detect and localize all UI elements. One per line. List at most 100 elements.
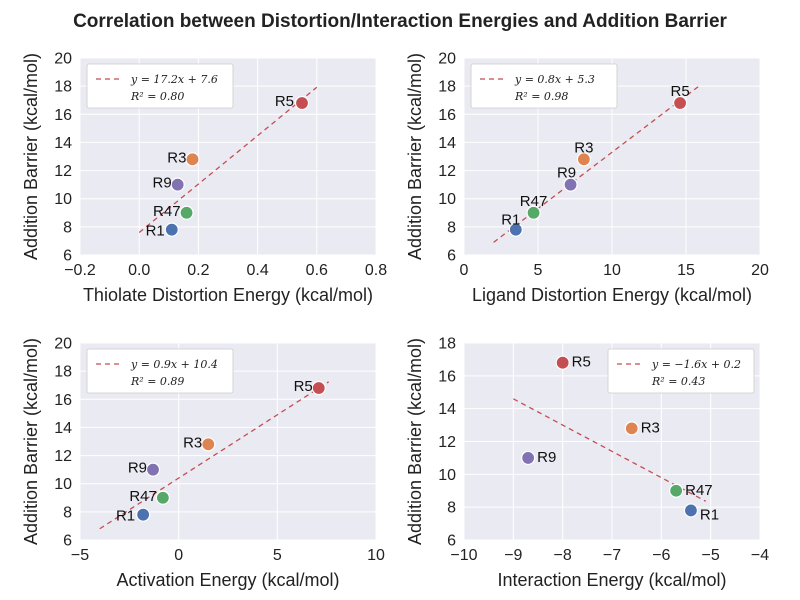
- data-point-r1: [683, 503, 699, 518]
- legend-box: [86, 63, 234, 109]
- y-tick-label: 16: [54, 392, 72, 409]
- legend: y = −1.6x + 0.2 R² = 0.43: [607, 348, 755, 394]
- x-axis-label: Activation Energy (kcal/mol): [116, 570, 339, 590]
- data-point-r47: [526, 205, 541, 220]
- legend-r-squared: R² = 0.89: [130, 375, 184, 388]
- data-point-r3: [576, 152, 591, 167]
- legend-r-squared: R² = 0.80: [130, 90, 184, 103]
- data-point-r9: [521, 450, 536, 466]
- y-tick-label: 20: [54, 51, 72, 68]
- data-point-r1: [164, 222, 179, 237]
- x-tick-label: −5: [702, 547, 720, 564]
- point-label-r47: R47: [685, 482, 713, 499]
- data-point-r1: [136, 507, 151, 522]
- x-tick-label: 5: [273, 547, 282, 564]
- y-tick-label: 12: [54, 448, 72, 465]
- x-tick-label: −5: [71, 547, 89, 564]
- y-tick-label: 16: [438, 368, 456, 385]
- point-label-r3: R3: [641, 419, 660, 436]
- data-point-r47: [155, 490, 170, 505]
- y-tick-label: 20: [54, 336, 72, 353]
- point-label-r47: R47: [129, 488, 157, 505]
- legend: y = 0.8x + 5.3 R² = 0.98: [470, 63, 618, 109]
- data-point-r5: [672, 95, 688, 111]
- x-tick-label: 10: [603, 262, 621, 279]
- x-tick-label: 0.8: [365, 262, 387, 279]
- figure-title: Correlation between Distortion/Interacti…: [73, 11, 727, 32]
- legend-equation: y = −1.6x + 0.2: [651, 358, 741, 371]
- y-tick-label: 10: [54, 476, 72, 493]
- data-point-r1: [508, 222, 523, 237]
- point-label-r5: R5: [275, 93, 294, 110]
- legend-equation: y = 0.9x + 10.4: [130, 358, 218, 371]
- x-tick-label: −7: [603, 547, 621, 564]
- point-label-r3: R3: [167, 149, 186, 166]
- point-label-r5: R5: [572, 354, 591, 371]
- point-label-r1: R1: [501, 212, 520, 229]
- x-tick-label: −6: [652, 547, 670, 564]
- x-tick-label: 15: [677, 262, 695, 279]
- y-tick-label: 18: [54, 364, 72, 381]
- point-label-r5: R5: [670, 83, 689, 100]
- x-tick-label: −8: [554, 547, 572, 564]
- y-tick-label: 6: [447, 248, 456, 265]
- point-label-r9: R9: [128, 460, 147, 477]
- panel-interaction-energy: −10 −9 −8 −7 −6 −5 −4 6 8 10 12 14 16 18 Interaction E…: [405, 336, 769, 591]
- legend-box: [470, 63, 618, 109]
- x-axis-label: Ligand Distortion Energy (kcal/mol): [472, 285, 752, 305]
- x-tick-label: 0.0: [128, 262, 150, 279]
- x-tick-label: 0.2: [187, 262, 209, 279]
- y-tick-label: 18: [54, 79, 72, 96]
- y-tick-label: 6: [63, 248, 72, 265]
- data-point-r9: [563, 177, 578, 192]
- x-tick-label: 10: [367, 547, 385, 564]
- y-tick-label: 10: [438, 191, 456, 208]
- y-tick-label: 14: [438, 135, 456, 152]
- data-point-r9: [145, 462, 161, 477]
- fit-line: [138, 86, 318, 233]
- y-axis-label: Addition Barrier (kcal/mol): [405, 338, 425, 545]
- y-axis-label: Addition Barrier (kcal/mol): [405, 53, 425, 260]
- x-tick-label: 0.6: [306, 262, 328, 279]
- x-tick-label: −0.2: [64, 262, 96, 279]
- y-axis-label: Addition Barrier (kcal/mol): [21, 338, 41, 545]
- y-tick-label: 6: [447, 533, 456, 550]
- y-tick-label: 14: [54, 420, 72, 437]
- y-tick-label: 18: [438, 79, 456, 96]
- y-tick-label: 12: [438, 434, 456, 451]
- x-tick-label: −9: [504, 547, 522, 564]
- point-label-r9: R9: [152, 175, 171, 192]
- data-point-r9: [170, 177, 185, 192]
- y-tick-label: 10: [438, 467, 456, 484]
- x-tick-label: 5: [534, 262, 543, 279]
- data-point-r5: [555, 355, 570, 370]
- legend-box: [86, 348, 234, 394]
- x-tick-label: 0.4: [246, 262, 268, 279]
- fit-line: [99, 381, 329, 530]
- x-tick-label: −10: [450, 547, 477, 564]
- data-point-r3: [201, 437, 216, 452]
- data-point-r3: [185, 152, 200, 167]
- point-label-r9: R9: [537, 449, 556, 466]
- point-label-r47: R47: [153, 203, 181, 220]
- y-axis-label: Addition Barrier (kcal/mol): [21, 53, 41, 260]
- point-label-r47: R47: [520, 193, 548, 210]
- point-label-r1: R1: [146, 223, 165, 240]
- data-point-r3: [624, 421, 639, 436]
- panel-activation-energy: −5 0 5 10 6 8 10 12 14 16 18 20 Activation Energy (k…: [21, 336, 385, 591]
- y-tick-label: 20: [438, 51, 456, 68]
- y-tick-label: 12: [54, 163, 72, 180]
- y-tick-label: 8: [447, 219, 456, 236]
- legend-equation: y = 17.2x + 7.6: [130, 73, 218, 86]
- y-tick-label: 10: [54, 191, 72, 208]
- data-point-r47: [669, 483, 684, 498]
- data-point-r5: [294, 95, 310, 111]
- fit-line: [493, 84, 702, 243]
- x-tick-label: 0: [460, 262, 469, 279]
- y-tick-label: 8: [63, 504, 72, 521]
- point-label-r9: R9: [557, 165, 576, 182]
- legend: y = 0.9x + 10.4 R² = 0.89: [86, 348, 234, 394]
- y-tick-label: 14: [438, 401, 456, 418]
- y-tick-label: 16: [54, 107, 72, 124]
